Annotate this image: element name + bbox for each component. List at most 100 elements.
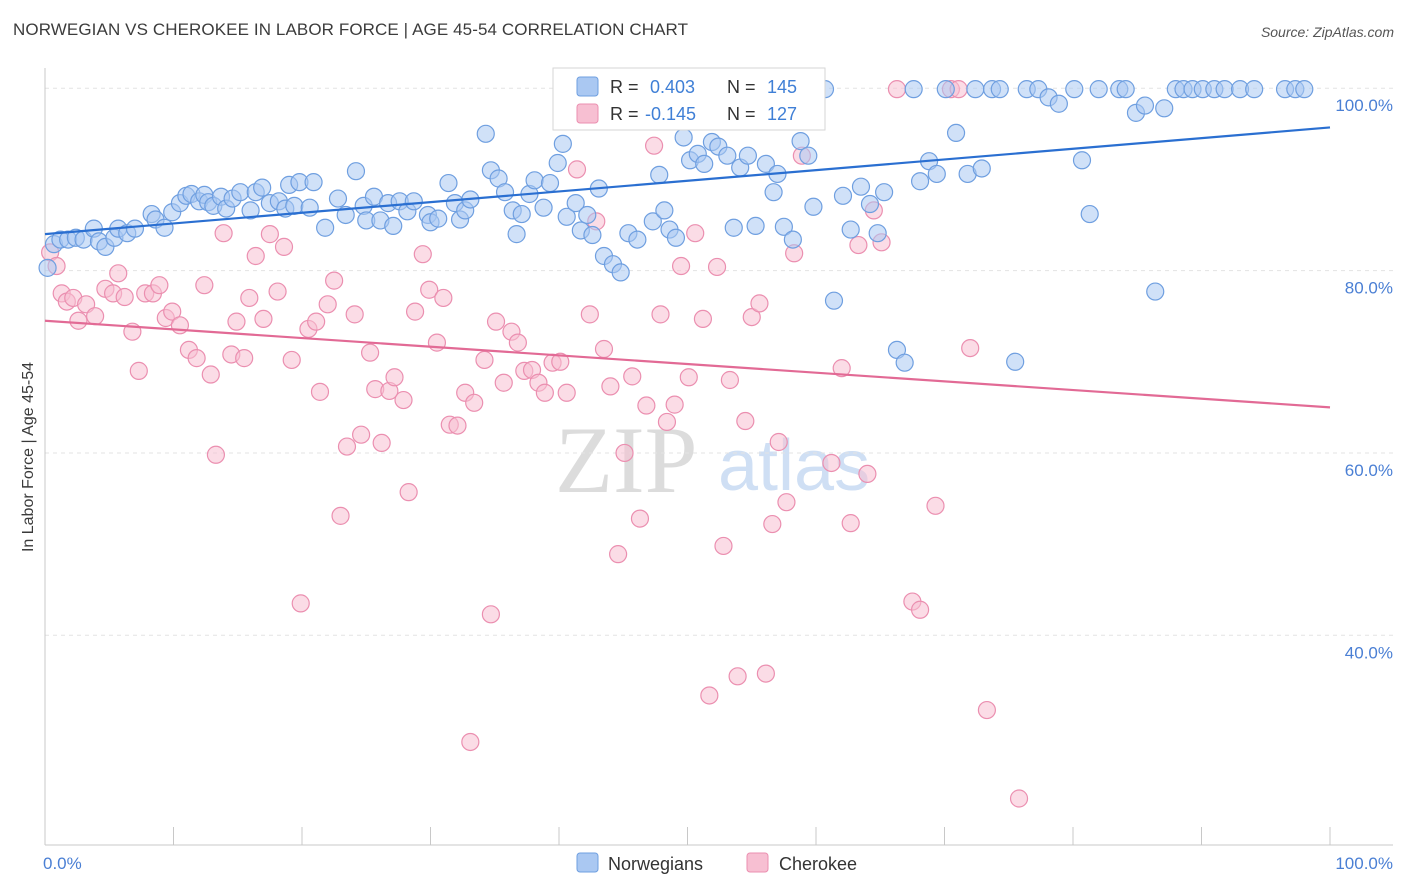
series-legend: Norwegians Cherokee bbox=[576, 852, 857, 874]
norwegian-point bbox=[1065, 80, 1084, 99]
norwegian-r-label: R = bbox=[610, 77, 639, 97]
cherokee-trend-line bbox=[44, 319, 1331, 409]
norwegian-point bbox=[966, 80, 985, 99]
norwegian-point bbox=[1116, 80, 1135, 99]
y-tick-label: 100.0% bbox=[1335, 96, 1393, 115]
norwegian-point bbox=[655, 201, 674, 220]
cherokee-point bbox=[742, 307, 761, 327]
cherokee-point bbox=[887, 80, 907, 99]
norwegian-point bbox=[643, 212, 662, 231]
cherokee-point bbox=[686, 224, 705, 243]
cherokee-point bbox=[434, 288, 453, 308]
cherokee-point bbox=[282, 350, 301, 370]
axes bbox=[44, 68, 1393, 846]
cherokee-point bbox=[246, 246, 265, 266]
cherokee-point bbox=[372, 433, 391, 453]
cherokee-point bbox=[461, 732, 480, 752]
cherokee-point bbox=[651, 305, 670, 324]
norwegian-point bbox=[512, 204, 531, 224]
cherokee-point bbox=[413, 245, 432, 264]
cherokee-point bbox=[910, 600, 930, 619]
cherokee-point bbox=[567, 160, 587, 179]
norwegian-point bbox=[1146, 282, 1165, 301]
cherokee-point bbox=[494, 373, 513, 392]
cherokee-point bbox=[615, 443, 634, 463]
legend-norwegians-swatch bbox=[576, 852, 599, 873]
cherokee-point bbox=[331, 506, 350, 525]
cherokee-point bbox=[448, 416, 467, 435]
norwegian-point bbox=[628, 230, 647, 249]
norwegian-point bbox=[1135, 96, 1155, 115]
cherokee-point bbox=[187, 349, 206, 368]
cherokee-point bbox=[832, 359, 851, 378]
cherokee-point bbox=[465, 393, 484, 412]
cherokee-point bbox=[206, 445, 226, 464]
norwegian-point bbox=[718, 146, 737, 165]
cherokee-point bbox=[665, 395, 684, 414]
cherokee-point bbox=[352, 425, 371, 444]
cherokee-r-label: R = bbox=[610, 104, 639, 124]
norwegian-point bbox=[285, 196, 304, 215]
cherokee-point bbox=[481, 605, 500, 624]
cherokee-point bbox=[601, 377, 620, 396]
norwegian-point bbox=[404, 192, 423, 211]
norwegian-point bbox=[868, 224, 887, 243]
cherokee-point bbox=[115, 287, 134, 307]
norwegian-n-value: 145 bbox=[767, 77, 797, 97]
norwegian-r-value: 0.403 bbox=[650, 77, 695, 97]
norwegian-point bbox=[910, 172, 930, 191]
norwegian-point bbox=[650, 165, 669, 184]
cherokee-point bbox=[405, 302, 425, 321]
cherokee-point bbox=[129, 361, 148, 380]
cherokee-n-label: N = bbox=[727, 104, 756, 124]
norwegian-point bbox=[1006, 352, 1025, 371]
cherokee-point bbox=[714, 536, 733, 556]
cherokee-point bbox=[763, 514, 782, 534]
cherokee-point bbox=[310, 382, 330, 401]
x-tick-label-min: 0.0% bbox=[43, 854, 82, 873]
norwegian-point bbox=[1295, 80, 1314, 99]
cherokee-point bbox=[385, 368, 404, 387]
cherokee-point bbox=[109, 264, 128, 283]
cherokee-point bbox=[671, 256, 691, 276]
norwegian-point bbox=[548, 153, 567, 173]
norwegian-point bbox=[1089, 80, 1108, 99]
cherokee-point bbox=[399, 483, 418, 502]
norwegian-point bbox=[384, 216, 403, 236]
norwegian-point bbox=[927, 164, 946, 184]
norwegian-point bbox=[439, 173, 458, 193]
cherokee-swatch bbox=[576, 103, 599, 124]
cherokee-point bbox=[268, 282, 287, 301]
cherokee-point bbox=[1009, 789, 1029, 808]
cherokee-point bbox=[227, 312, 246, 331]
norwegian-point bbox=[851, 177, 871, 196]
x-tick-label-max: 100.0% bbox=[1335, 854, 1393, 873]
cherokee-point bbox=[394, 390, 413, 410]
norwegian-point bbox=[936, 80, 955, 99]
cherokee-point bbox=[736, 411, 755, 431]
cherokee-point bbox=[644, 136, 664, 155]
norwegian-n-label: N = bbox=[727, 77, 756, 97]
norwegian-point bbox=[774, 217, 793, 236]
cherokee-r-value: -0.145 bbox=[645, 104, 696, 124]
cherokee-point bbox=[240, 288, 259, 308]
norwegian-point bbox=[155, 218, 174, 237]
cherokee-point bbox=[195, 276, 214, 295]
norwegian-point bbox=[429, 209, 448, 228]
chart-title: NORWEGIAN VS CHEROKEE IN LABOR FORCE | A… bbox=[13, 20, 689, 39]
cherokee-n-value: 127 bbox=[767, 104, 797, 124]
cherokee-point bbox=[235, 349, 254, 368]
norwegian-point bbox=[724, 218, 743, 237]
norwegian-point bbox=[799, 146, 818, 165]
norwegian-point bbox=[125, 219, 145, 238]
y-tick-labels: 100.0% 80.0% 60.0% 40.0% bbox=[1335, 96, 1393, 662]
cherokee-point bbox=[693, 309, 713, 329]
cherokee-point bbox=[274, 237, 294, 256]
norwegian-point bbox=[476, 124, 495, 143]
norwegian-point bbox=[316, 218, 335, 237]
cherokee-point bbox=[201, 365, 220, 384]
stats-legend: R = 0.403 N = 145 R = -0.145 N = 127 bbox=[552, 67, 826, 131]
cherokee-points bbox=[41, 80, 1029, 808]
norwegian-point bbox=[578, 205, 597, 225]
